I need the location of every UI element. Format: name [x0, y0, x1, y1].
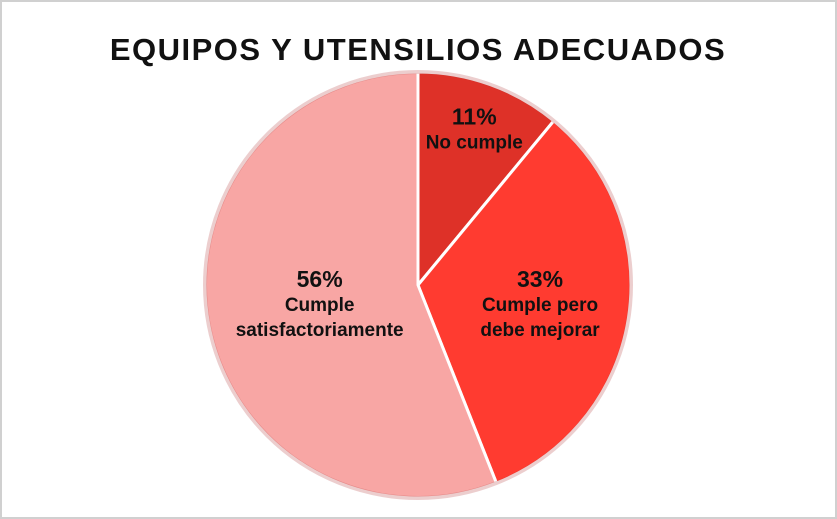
- category-label: Cumple pero debe mejorar: [480, 295, 600, 342]
- pie-slice: [416, 70, 556, 290]
- value-label: 33%: [516, 266, 564, 293]
- chart-title: EQUIPOS Y UTENSILIOS ADECUADOS: [110, 32, 726, 67]
- value-label: 56%: [296, 265, 343, 292]
- data-label: 33% Cumple pero debe mejorar: [465, 265, 615, 343]
- pie-slice: [416, 118, 633, 485]
- value-label: 11%: [451, 103, 497, 130]
- category-label: No cumple: [425, 132, 523, 154]
- pie-slice: [203, 70, 499, 500]
- pie-outline: [203, 70, 633, 500]
- data-label: 11% No cumple: [404, 102, 544, 155]
- category-label: Cumple satisfactoriamente: [235, 294, 404, 341]
- data-label: 56% Cumple satisfactoriamente: [220, 265, 420, 343]
